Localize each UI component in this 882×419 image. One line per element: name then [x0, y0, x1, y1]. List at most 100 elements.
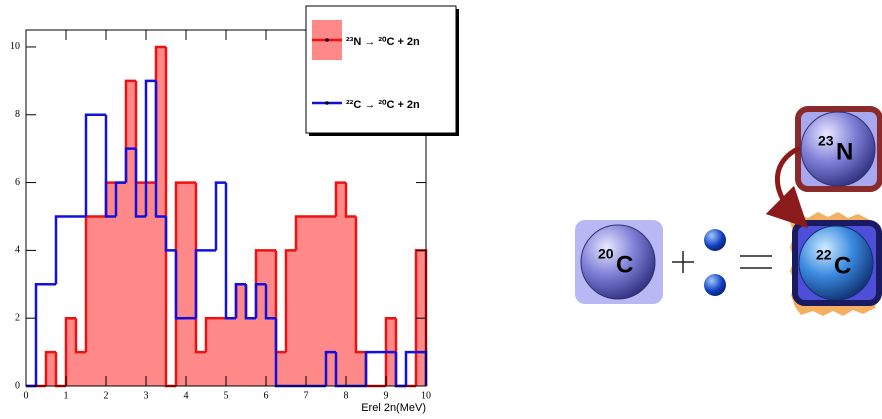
- x-tick-label: 0: [24, 390, 29, 401]
- element-symbol: N: [836, 138, 853, 165]
- histogram-bar: [236, 284, 246, 386]
- histogram-outline: [144, 79, 156, 217]
- y-tick-label: 8: [15, 109, 20, 120]
- histogram-bar: [276, 352, 286, 386]
- histogram-outline: [284, 249, 296, 353]
- histogram-outline: [214, 181, 226, 251]
- histogram-bar: [176, 182, 186, 386]
- histogram-outline: [404, 350, 416, 386]
- decay-arrow: [765, 145, 809, 229]
- mass-number: 23: [818, 133, 834, 149]
- histogram-outline: [394, 318, 406, 388]
- histogram-outline: [294, 215, 306, 251]
- histogram-outline: [194, 182, 206, 354]
- y-tick-label: 10: [10, 41, 20, 52]
- histogram-outline: [364, 350, 376, 386]
- histogram-outline: [264, 284, 276, 320]
- histogram-bar: [256, 250, 266, 386]
- histogram-outline: [334, 181, 346, 217]
- histogram-bar: [96, 216, 106, 386]
- histogram-bar: [336, 182, 346, 386]
- x-tick-label: 3: [144, 390, 149, 401]
- histogram-outline: [164, 216, 176, 252]
- plus-sign: [672, 251, 694, 273]
- histogram-bar: [196, 352, 206, 386]
- mass-number: 20: [598, 246, 614, 262]
- histogram-outline: [194, 249, 206, 319]
- histogram-outline: [364, 352, 376, 388]
- histogram-outline: [134, 148, 146, 218]
- histogram-outline: [394, 352, 406, 388]
- histogram-outline: [324, 350, 336, 386]
- histogram-bar: [106, 182, 116, 386]
- legend-label: ²²C → ²⁰C + 2n: [346, 99, 420, 111]
- histogram-outline: [74, 318, 86, 354]
- histogram-bar: [126, 80, 136, 386]
- y-tick-label: 0: [15, 380, 20, 391]
- nucleus-sphere: [580, 224, 656, 300]
- histogram-bar: [216, 318, 226, 386]
- y-tick-label: 4: [15, 245, 20, 256]
- x-tick-label: 10: [421, 390, 431, 401]
- histogram-bar: [86, 216, 96, 386]
- histogram-bar: [346, 216, 356, 386]
- histogram-bar: [246, 318, 256, 386]
- x-tick-label: 6: [264, 390, 269, 401]
- neutron: [704, 229, 726, 251]
- histogram-bar: [296, 216, 306, 386]
- histogram-bar: [146, 182, 156, 386]
- x-tick-label: 8: [344, 390, 349, 401]
- x-axis-label: Erel 2n(MeV): [361, 402, 426, 414]
- neutron: [704, 274, 726, 296]
- histogram-outline: [274, 250, 286, 354]
- histogram-outline: [164, 46, 176, 388]
- element-symbol: C: [834, 252, 851, 279]
- histogram-bar: [186, 182, 196, 386]
- histogram-outline: [54, 352, 66, 388]
- histogram-outline: [244, 284, 256, 320]
- histogram-outline: [44, 350, 56, 386]
- histogram-outline: [234, 283, 246, 319]
- histogram-bar: [46, 352, 56, 386]
- element-symbol: C: [616, 251, 633, 278]
- histogram-outline: [64, 316, 76, 386]
- histogram-outline: [254, 283, 266, 319]
- histogram-bar: [326, 216, 336, 386]
- histogram-bar: [306, 216, 316, 386]
- histogram-bar: [136, 182, 146, 386]
- histogram-bar: [356, 352, 366, 386]
- legend-label: ²³N → ²⁰C + 2n: [346, 36, 420, 48]
- x-tick-label: 1: [64, 390, 69, 401]
- mass-number: 22: [816, 247, 832, 263]
- equals-sign: [740, 255, 772, 269]
- histogram-outline: [54, 215, 66, 285]
- histogram-outline: [244, 284, 256, 320]
- histogram-bar: [316, 216, 326, 386]
- histogram-outline: [84, 113, 96, 217]
- histogram-outline: [354, 216, 366, 354]
- histogram-outline: [104, 114, 116, 218]
- histogram-outline: [204, 316, 216, 353]
- histogram-outline: [174, 250, 186, 320]
- y-tick-label: 2: [15, 312, 20, 323]
- x-tick-label: 9: [384, 390, 389, 401]
- nucleus-sphere: [800, 111, 876, 187]
- x-tick-label: 7: [304, 390, 309, 401]
- histogram-outline: [124, 147, 136, 183]
- histogram-bar: [76, 352, 86, 386]
- x-tick-label: 5: [224, 390, 229, 401]
- histogram-bar: [286, 250, 296, 386]
- histogram-bar: [66, 318, 76, 386]
- histogram-bar: [206, 318, 216, 386]
- histogram-outline: [114, 181, 126, 217]
- y-tick-label: 6: [15, 177, 20, 188]
- histogram-outline: [384, 316, 396, 386]
- legend-marker: [325, 101, 329, 105]
- x-tick-label: 2: [104, 390, 109, 401]
- diagram: 20 C 22 C 23 N: [575, 106, 882, 316]
- histogram-outline: [134, 80, 146, 184]
- x-tick-label: 4: [184, 390, 189, 401]
- histogram-bar: [226, 318, 236, 386]
